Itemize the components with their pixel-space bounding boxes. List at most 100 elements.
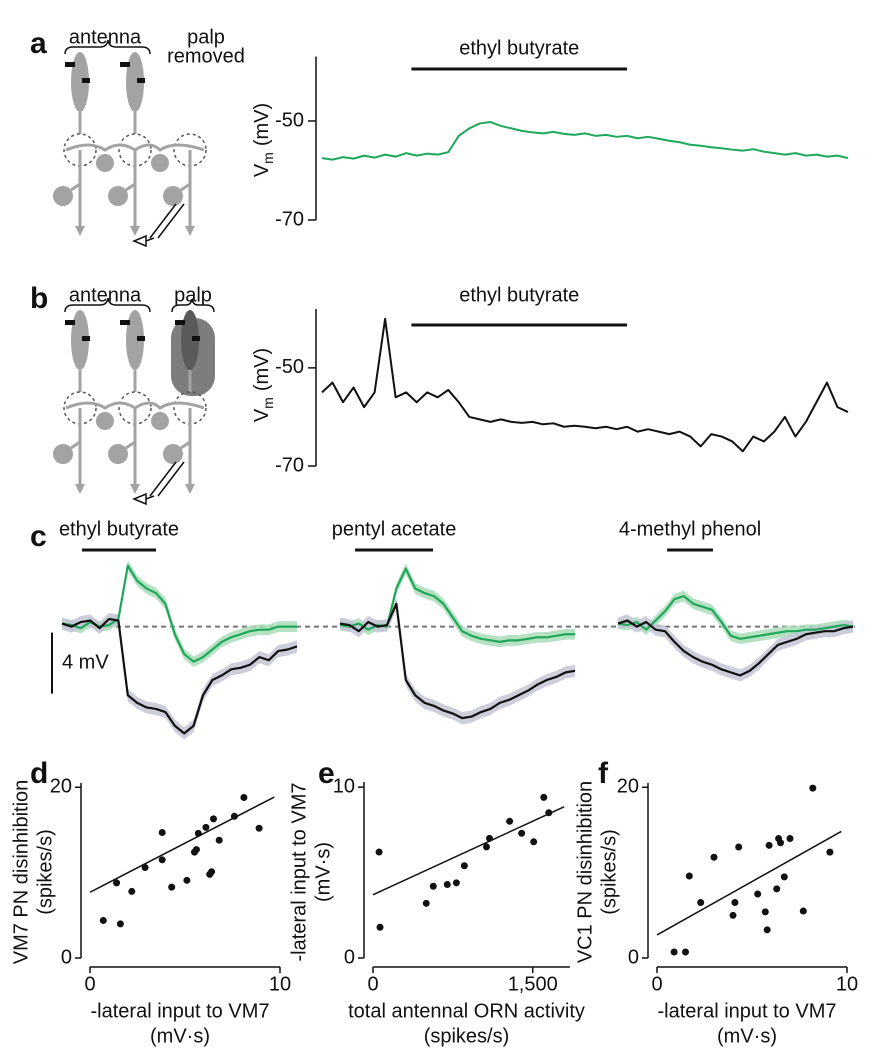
orn: [181, 310, 199, 370]
point: [483, 843, 491, 851]
electrode-lead: [145, 237, 155, 242]
point: [506, 817, 514, 825]
point: [809, 784, 817, 792]
point: [230, 812, 238, 820]
stimulus-label: 4-methyl phenol: [619, 518, 761, 540]
point: [729, 911, 737, 919]
stimulus-label: pentyl acetate: [332, 518, 457, 540]
y-axis-label: (spikes/s): [34, 829, 56, 915]
diagram-label: palp: [174, 284, 212, 306]
pn-soma: [163, 186, 183, 206]
y-label-unit: (mV): [251, 348, 273, 391]
pn-neurite: [180, 440, 191, 450]
point: [786, 834, 794, 842]
electrode-lead: [145, 495, 155, 500]
point: [670, 948, 678, 956]
diagram-label: antenna: [69, 26, 142, 48]
point: [540, 793, 548, 801]
x-tick-label: 0: [651, 973, 662, 995]
trace: [339, 602, 576, 720]
electrode-arrow: [132, 234, 147, 248]
trace: [321, 120, 849, 161]
point: [452, 879, 460, 887]
y-tick-label: 20: [50, 776, 72, 798]
pn-neurite: [70, 182, 81, 192]
point: [113, 879, 121, 887]
point: [183, 876, 191, 884]
y-axis-label: Vm (mV): [251, 348, 275, 422]
point: [763, 926, 771, 934]
brace: [64, 297, 151, 313]
pn-neurite: [180, 182, 191, 192]
y-label-main: V: [251, 163, 273, 177]
pn-soma: [163, 444, 183, 464]
stimulus-label: ethyl butyrate: [459, 284, 579, 306]
point: [530, 838, 538, 846]
x-tick-label: 0: [367, 973, 378, 995]
ln-soma: [151, 412, 169, 430]
ln-soma: [151, 154, 169, 172]
y-axis-label: (spikes/s): [598, 829, 620, 915]
pn-neurite: [70, 440, 81, 450]
arrowhead: [75, 226, 85, 236]
point: [485, 834, 493, 842]
point: [128, 887, 136, 895]
orn: [71, 310, 89, 370]
point: [518, 829, 526, 837]
pn-soma: [53, 444, 73, 464]
panel-letter: c: [30, 520, 47, 553]
ln-soma: [96, 412, 114, 430]
diagram-label: palp: [187, 26, 225, 48]
y-tick-label: -50: [275, 356, 304, 378]
stimulus-label: ethyl butyrate: [59, 518, 179, 540]
x-axis-label: total antennal ORN activity: [348, 1000, 585, 1022]
x-axis-label: (mV·s): [717, 1025, 777, 1047]
trace: [321, 317, 849, 453]
orn: [126, 310, 144, 370]
orn: [126, 52, 144, 112]
point: [545, 809, 553, 817]
point: [141, 864, 149, 872]
y-tick-label: -50: [275, 109, 304, 131]
y-label-sub: m: [260, 152, 276, 164]
x-axis-label: -lateral input to VM7: [91, 1000, 270, 1022]
point: [158, 829, 166, 837]
panel-letter: e: [318, 757, 335, 790]
trace: [617, 595, 854, 640]
point: [765, 841, 773, 849]
point: [731, 899, 739, 907]
fit-line: [656, 830, 842, 936]
receptor: [65, 320, 75, 325]
y-tick-label: 0: [628, 946, 639, 968]
point: [773, 885, 781, 893]
receptor: [82, 336, 90, 341]
x-axis-label: (spikes/s): [424, 1025, 510, 1047]
point: [799, 907, 807, 915]
point: [116, 920, 124, 928]
point: [99, 916, 107, 924]
point: [761, 908, 769, 916]
x-tick-label: 0: [84, 973, 95, 995]
point: [376, 923, 384, 931]
arrowhead: [185, 226, 195, 236]
point: [208, 868, 216, 876]
point: [194, 829, 202, 837]
point: [240, 794, 248, 802]
y-axis-label: (mV·s): [312, 842, 334, 902]
y-axis-label: VC1 PN disinhibition: [574, 781, 596, 963]
ln-process: [65, 143, 205, 152]
point: [375, 848, 383, 856]
point: [697, 899, 705, 907]
point: [210, 815, 217, 823]
receptor: [120, 62, 130, 67]
fit-line: [372, 806, 565, 896]
y-axis-label: Vm (mV): [251, 103, 275, 177]
circuit-diagram: antenna palp: [53, 284, 215, 506]
fit-line: [89, 796, 275, 893]
receptor: [120, 320, 130, 325]
receptor: [82, 78, 90, 83]
point: [255, 824, 263, 832]
trace: [61, 617, 298, 735]
